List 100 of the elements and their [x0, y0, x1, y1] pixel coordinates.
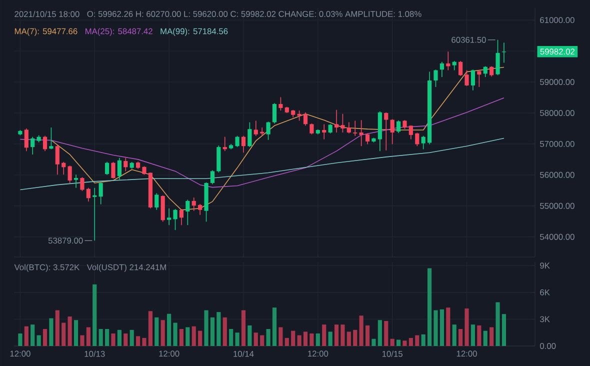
candlestick — [42, 136, 48, 152]
bar — [24, 326, 28, 346]
annotation: 53879.00 — [48, 238, 83, 244]
bar — [303, 332, 308, 346]
bar — [415, 335, 420, 346]
bar — [408, 338, 413, 346]
candlestick — [384, 112, 388, 151]
bar — [18, 333, 22, 346]
candlestick — [210, 170, 215, 185]
bar — [458, 329, 463, 346]
bar — [328, 332, 332, 346]
candlestick — [340, 114, 345, 133]
bar — [167, 314, 172, 346]
candlestick — [248, 122, 252, 148]
candlestick — [408, 124, 413, 140]
bar — [452, 324, 456, 346]
bar — [148, 311, 152, 346]
chart-title: 2021/10/15 18:00 — [14, 10, 80, 18]
candlestick — [117, 157, 122, 180]
text: MA(7): 59477.66 — [14, 28, 78, 36]
y-tick-label: 0.00 — [540, 343, 556, 349]
bar — [278, 327, 283, 346]
bar — [142, 338, 146, 346]
candlestick — [415, 132, 420, 147]
bar — [55, 310, 60, 346]
bar — [284, 338, 289, 346]
bar — [74, 320, 78, 346]
bar — [49, 318, 54, 346]
bar — [434, 310, 438, 346]
bar — [446, 308, 450, 346]
candlestick — [496, 39, 500, 76]
bar — [297, 335, 302, 346]
bar — [136, 336, 140, 346]
candlestick — [24, 128, 28, 152]
bar — [359, 316, 364, 346]
bar — [92, 284, 97, 346]
x-tick-label: 12:00 — [159, 350, 180, 357]
candlestick — [98, 182, 103, 205]
bar — [241, 310, 246, 346]
x-tick-label: 12:00 — [456, 350, 477, 357]
bar — [372, 338, 376, 346]
candlestick — [192, 197, 196, 212]
candlestick — [49, 127, 54, 150]
y-tick-label: 58000.00 — [540, 110, 574, 116]
bar — [36, 335, 41, 346]
candlestick — [490, 66, 494, 77]
bar — [86, 327, 90, 346]
candlestick — [154, 192, 159, 210]
candlestick — [124, 157, 128, 172]
bar — [490, 327, 494, 346]
bar — [80, 335, 84, 346]
annotation: 60361.50 — [452, 36, 486, 43]
x-tick-label: 12:00 — [10, 350, 30, 357]
text: 59982.02 — [540, 48, 575, 55]
candlestick — [74, 174, 78, 188]
candlestick — [477, 70, 482, 88]
candlestick — [111, 162, 116, 180]
candlestick — [241, 136, 246, 154]
candlestick — [346, 122, 351, 134]
bar — [384, 320, 388, 346]
bar — [68, 316, 72, 346]
y-tick-label: 56000.00 — [540, 172, 574, 178]
candlestick — [434, 69, 438, 88]
candlestick — [62, 162, 66, 176]
candlestick — [396, 120, 401, 134]
candlestick — [173, 208, 178, 230]
candlestick — [297, 110, 302, 122]
candlestick — [322, 124, 326, 140]
y-tick-label: 6K — [540, 289, 550, 296]
y-tick-label: 57000.00 — [540, 140, 574, 147]
y-tick-label: 59000.00 — [540, 79, 574, 85]
candlestick — [365, 133, 370, 145]
x-tick-label: 10/15 — [382, 350, 402, 357]
x-tick-label: 12:00 — [308, 350, 328, 357]
bar — [334, 324, 339, 346]
bar — [254, 332, 258, 346]
candlestick — [328, 124, 332, 134]
candlestick — [254, 120, 258, 136]
bar — [421, 334, 426, 346]
candlestick — [334, 109, 339, 133]
bar — [192, 326, 196, 346]
candlestick — [55, 144, 60, 176]
bar — [30, 324, 35, 346]
x-tick-label: 10/13 — [84, 350, 105, 357]
bar — [216, 312, 221, 346]
candlestick — [310, 123, 314, 135]
candlestick — [458, 60, 463, 76]
candlestick — [198, 204, 202, 216]
bar — [111, 333, 116, 346]
candlestick — [68, 165, 72, 184]
candlestick — [179, 208, 184, 226]
bar — [365, 325, 370, 346]
bar — [353, 330, 358, 346]
candlestick — [92, 188, 97, 242]
bar — [222, 317, 227, 346]
candlestick — [235, 136, 240, 148]
bar — [154, 317, 159, 346]
candlestick — [359, 120, 364, 147]
candlestick — [86, 188, 90, 202]
bar — [310, 333, 314, 346]
